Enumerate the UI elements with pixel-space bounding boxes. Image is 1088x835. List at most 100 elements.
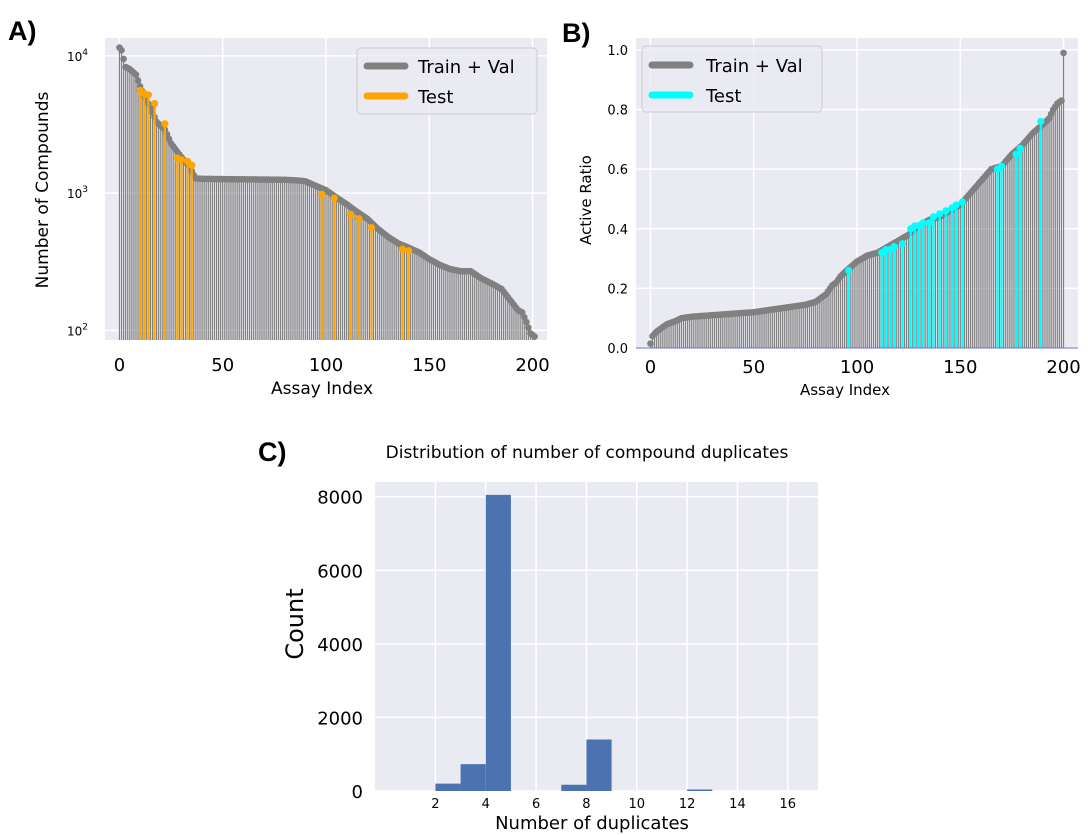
panel-a-x-tick-label: 200 — [515, 355, 549, 376]
panel-a-x-tick-label: 50 — [211, 355, 234, 376]
panel-c-bar — [586, 739, 612, 791]
panel-c-x-tick-label: 14 — [729, 797, 746, 812]
panel-c-bar — [435, 783, 461, 791]
panel-a-marker-test — [161, 120, 169, 128]
panel-b-marker-test — [919, 219, 927, 227]
panel-a-marker-test — [188, 161, 196, 169]
panel-c-x-tick-label: 16 — [780, 797, 797, 812]
panel-c-y-tick-label: 8000 — [317, 488, 363, 509]
panel-a-marker-test — [367, 224, 376, 232]
panel-a-marker-train — [134, 77, 142, 84]
panel-a-x-tick-label: 0 — [114, 355, 125, 376]
panel-c-bar — [561, 784, 587, 791]
panel-c-x-tick-label: 4 — [482, 797, 490, 812]
panel-c-x-tick-label: 12 — [679, 797, 696, 812]
panel-a-marker-test — [355, 215, 363, 223]
panel-a-x-tick-label: 100 — [309, 355, 343, 376]
panel-a-marker-test — [330, 194, 338, 202]
panel-b-y-ticks: 0.0 0.2 0.4 0.6 0.8 1.0 — [607, 44, 628, 357]
panel-b-marker-train — [1060, 49, 1067, 57]
panel-b-marker-test — [890, 243, 898, 251]
panel-b-legend-train: Train + Val — [705, 56, 803, 77]
panel-b-y-tick-label: 1.0 — [607, 44, 628, 59]
panel-a: A) 102 103 104 0 50 100 150 200 Number of Comp… — [8, 16, 550, 399]
panel-c-y-axis-label: Count — [281, 588, 309, 659]
panel-b-marker-test — [1016, 144, 1024, 152]
panel-b-x-tick-label: 100 — [840, 357, 874, 378]
panel-a-x-tick-label: 150 — [412, 355, 446, 376]
panel-a-marker-test — [150, 99, 159, 108]
panel-c-bar — [687, 789, 713, 791]
panel-b-x-ticks: 0 50 100 150 200 — [645, 357, 1081, 378]
panel-b-marker-test — [898, 240, 907, 248]
panel-a-marker-train — [132, 71, 140, 78]
panel-a-y-ticks: 102 103 104 — [67, 48, 88, 338]
panel-a-marker-test — [318, 190, 326, 198]
panel-a-legend-train: Train + Val — [417, 57, 515, 78]
panel-b-legend-test: Test — [705, 86, 741, 107]
panel-a-marker-test — [347, 210, 355, 218]
panel-a-y-tick-label: 104 — [67, 48, 88, 64]
panel-b-legend: Train + Val Test — [641, 45, 823, 113]
panel-b-y-tick-label: 0.4 — [607, 223, 628, 238]
panel-b-marker-test — [952, 201, 960, 209]
panel-a-marker-test — [398, 245, 407, 253]
panel-b-y-axis-label: Active Ratio — [577, 155, 595, 245]
panel-c-title: Distribution of number of compound dupli… — [386, 443, 789, 463]
panel-a-x-ticks: 0 50 100 150 200 — [114, 355, 550, 376]
panel-c-x-tick-label: 2 — [431, 797, 439, 812]
panel-c: C) Distribution of number of compound du… — [258, 437, 818, 834]
panel-c-y-tick-label: 6000 — [317, 561, 363, 582]
panel-b-x-tick-label: 200 — [1046, 357, 1080, 378]
panel-b: B) 0.0 0.2 0.4 0.6 0.8 1.0 0 50 100 150 200 Activ… — [562, 18, 1081, 399]
panel-a-stems — [116, 44, 538, 340]
panel-a-marker-test — [144, 91, 152, 99]
panel-a-y-tick-label: 102 — [67, 322, 88, 338]
panel-c-bar — [460, 764, 486, 791]
panel-a-y-tick-label: 103 — [67, 185, 88, 201]
panel-b-x-tick-label: 0 — [645, 357, 656, 378]
panel-a-marker-train — [120, 55, 127, 63]
panel-c-x-tick-label: 6 — [532, 797, 540, 812]
panel-a-marker-train — [118, 46, 125, 54]
panel-c-y-tick-label: 2000 — [317, 708, 363, 729]
panel-a-legend-test: Test — [417, 87, 453, 108]
panel-b-x-tick-label: 150 — [943, 357, 977, 378]
panel-a-marker-test — [405, 247, 413, 255]
panel-c-x-ticks: 2 4 6 8 10 12 14 16 — [431, 797, 796, 812]
panel-c-y-ticks: 0 2000 4000 6000 8000 — [317, 488, 363, 803]
panel-b-marker-test — [845, 266, 853, 275]
panel-a-marker-test — [177, 156, 186, 164]
panel-c-x-tick-label: 10 — [628, 797, 645, 812]
panel-b-x-tick-label: 50 — [742, 357, 765, 378]
panel-b-marker-test — [942, 207, 950, 215]
panel-c-bar — [485, 494, 511, 791]
panel-b-marker-test — [1012, 150, 1020, 158]
panel-a-y-axis-label: Number of Compounds — [33, 92, 53, 289]
panel-a-marker-train — [525, 324, 532, 331]
panel-b-marker-test — [1037, 117, 1045, 126]
panel-c-x-tick-label: 8 — [582, 797, 590, 812]
panel-a-marker-train — [523, 318, 530, 326]
panel-c-y-tick-label: 0 — [352, 782, 363, 803]
panel-c-x-axis-label: Number of duplicates — [495, 813, 689, 834]
panel-b-y-tick-label: 0.2 — [607, 282, 628, 297]
panel-c-y-tick-label: 4000 — [317, 635, 363, 656]
panel-c-label: C) — [258, 437, 287, 467]
panel-b-y-tick-label: 0.0 — [607, 342, 628, 357]
panel-a-legend: Train + Val Test — [356, 47, 538, 115]
panel-b-x-axis-label: Assay Index — [800, 381, 890, 399]
panel-a-label: A) — [8, 16, 37, 46]
panel-b-stems — [636, 49, 1078, 349]
panel-b-marker-test — [929, 213, 938, 221]
panel-b-marker-test — [936, 210, 944, 218]
panel-c-bars — [435, 494, 713, 791]
panel-b-marker-test — [958, 198, 966, 206]
panel-b-marker-test — [997, 162, 1006, 170]
panel-a-x-axis-label: Assay Index — [271, 379, 373, 399]
panel-b-y-tick-label: 0.8 — [607, 104, 628, 119]
panel-a-marker-train — [531, 333, 538, 340]
panel-b-marker-test — [925, 219, 933, 227]
panel-b-y-tick-label: 0.6 — [607, 163, 628, 178]
